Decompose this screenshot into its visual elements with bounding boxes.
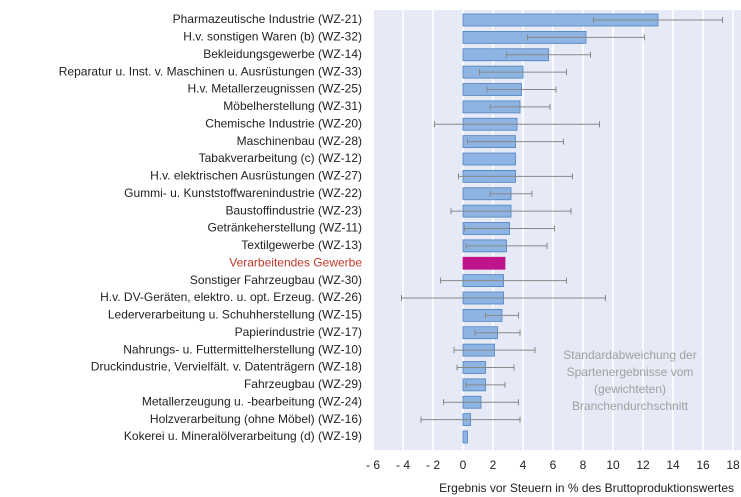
error-bar xyxy=(485,312,519,319)
x-tick-label: - 4 xyxy=(396,458,410,472)
x-tick-label: 6 xyxy=(550,458,557,472)
plot-background xyxy=(373,10,741,450)
x-tick-label: 12 xyxy=(636,458,650,472)
x-tick-label: 18 xyxy=(726,458,740,472)
error-bar xyxy=(453,347,536,354)
error-bar xyxy=(434,121,600,128)
error-bar xyxy=(465,242,548,249)
error-bar xyxy=(456,364,515,371)
y-tick-label: Chemische Industrie (WZ-20) xyxy=(205,116,362,130)
y-tick-label: Reparatur u. Inst. v. Maschinen u. Ausrü… xyxy=(59,64,362,78)
y-tick-label: H.v. elektrischen Ausrüstungen (WZ-27) xyxy=(150,169,362,183)
y-tick-label: Gummi- u. Kunststoffwarenindustrie (WZ-2… xyxy=(124,186,362,200)
error-bar xyxy=(401,295,606,301)
annotation: (gewichteten) xyxy=(594,382,666,396)
y-tick-label: Nahrungs- u. Futtermittelherstellung (WZ… xyxy=(123,342,362,356)
bar xyxy=(462,430,468,444)
error-bar xyxy=(440,277,567,284)
y-tick-label: Textilgewerbe (WZ-13) xyxy=(241,238,362,252)
y-tick-label: Maschinenbau (WZ-28) xyxy=(237,134,362,148)
x-tick-label: - 2 xyxy=(426,458,440,472)
error-bar xyxy=(527,34,645,41)
x-tick-label: - 6 xyxy=(366,458,380,472)
error-bar xyxy=(467,138,564,145)
y-tick-label: Sonstiger Fahrzeugbau (WZ-30) xyxy=(190,273,362,287)
annotation: Standardabweichung der xyxy=(563,348,696,362)
error-bar xyxy=(506,51,591,58)
error-bar xyxy=(489,103,551,110)
x-tick-label: 0 xyxy=(460,458,467,472)
y-tick-label: Holzverarbeitung (ohne Möbel) (WZ-16) xyxy=(150,412,362,426)
error-bar xyxy=(486,86,557,93)
y-tick-label: H.v. sonstigen Waren (b) (WZ-32) xyxy=(183,30,362,44)
y-tick-label: Lederverarbeitung u. Schuhherstellung (W… xyxy=(108,308,362,322)
error-bar xyxy=(443,399,519,406)
x-tick-label: 4 xyxy=(520,458,527,472)
error-bar xyxy=(489,190,533,197)
y-tick-label: Druckindustrie, Vervielfält. v. Datenträ… xyxy=(91,360,362,374)
error-bar xyxy=(593,17,723,23)
error-bar xyxy=(450,208,572,215)
annotation: Spartenergebnisse vom xyxy=(567,365,694,379)
annotation: Branchendurchschnitt xyxy=(572,399,689,413)
x-tick-label: 10 xyxy=(606,458,620,472)
y-tick-label: Baustoffindustrie (WZ-23) xyxy=(226,203,363,217)
y-tick-label: H.v. DV-Geräten, elektro. u. opt. Erzeug… xyxy=(100,290,362,304)
x-axis-title: Ergebnis vor Steuern in % des Bruttoprod… xyxy=(439,481,734,495)
y-tick-label: Papierindustrie (WZ-17) xyxy=(235,325,362,339)
y-tick-label: Pharmazeutische Industrie (WZ-21) xyxy=(173,12,362,26)
y-tick-label: Metallerzeugung u. -bearbeitung (WZ-24) xyxy=(142,394,362,408)
y-tick-label: H.v. Metallerzeugnissen (WZ-25) xyxy=(188,82,363,96)
y-tick-label: Fahrzeugbau (WZ-29) xyxy=(244,377,362,391)
bar xyxy=(462,256,506,270)
error-bar xyxy=(465,381,506,388)
x-tick-label: 14 xyxy=(666,458,680,472)
y-tick-label: Tabakverarbeitung (c) (WZ-12) xyxy=(199,151,362,165)
x-tick-label: 8 xyxy=(580,458,587,472)
error-bar xyxy=(479,69,567,76)
error-bar xyxy=(420,416,521,423)
y-tick-label: Möbelherstellung (WZ-31) xyxy=(223,99,362,113)
error-bar xyxy=(458,173,573,180)
x-tick-label: 16 xyxy=(696,458,710,472)
y-tick-label: Bekleidungsgewerbe (WZ-14) xyxy=(203,47,362,61)
error-bar xyxy=(474,329,521,336)
y-tick-label: Getränkeherstellung (WZ-11) xyxy=(208,221,363,235)
error-bar xyxy=(464,225,555,232)
x-tick-label: 2 xyxy=(490,458,497,472)
y-tick-label: Kokerei u. Mineralölverarbeitung (d) (WZ… xyxy=(124,429,362,443)
y-tick-label: Verarbeitendes Gewerbe xyxy=(229,255,362,269)
bar xyxy=(462,152,516,166)
